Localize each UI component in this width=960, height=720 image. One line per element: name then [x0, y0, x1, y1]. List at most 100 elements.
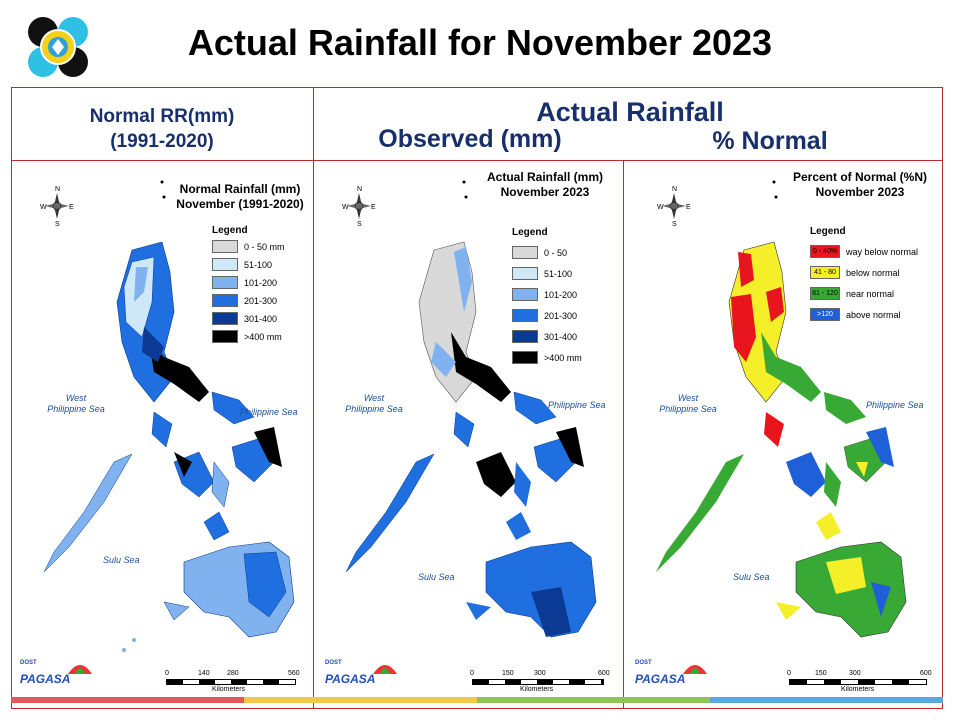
scale-bar-normal: 0 140 280 560 Kilometers: [160, 670, 305, 696]
sea-label-east: Philippine Sea: [548, 400, 606, 410]
legend-swatch: [512, 309, 538, 322]
pagasa-logo: DOST PAGASA: [633, 660, 713, 694]
svg-text:E: E: [686, 204, 691, 211]
strip-segment: [11, 697, 244, 703]
footer-color-strip: [11, 697, 943, 703]
map-title-normal-line1: Normal Rainfall (mm): [179, 182, 301, 196]
legend-label: 301-400: [244, 313, 278, 324]
philippines-map-percent: [656, 180, 907, 638]
legend-swatch: [212, 330, 238, 343]
legend-item: 81 - 120 near normal: [810, 287, 940, 300]
map-panel-percent: [626, 162, 941, 694]
legend-normal: Legend 0 - 50 mm 51-100 101-200 201-300 …: [212, 225, 312, 348]
legend-label: 201-300: [244, 295, 278, 306]
legend-label: 0 - 50 mm: [244, 241, 285, 252]
column-divider-2: [623, 160, 624, 709]
percent-header: % Normal: [712, 127, 828, 155]
legend-item: >400 mm: [512, 351, 612, 364]
scale-label: 300: [849, 670, 861, 677]
pagasa-logo: DOST PAGASA: [323, 660, 403, 694]
legend-swatch: [512, 351, 538, 364]
scale-label: 0: [165, 670, 169, 677]
legend-title: Legend: [810, 226, 846, 237]
umbrella-icon: [373, 665, 397, 674]
scale-label: 600: [920, 670, 932, 677]
legend-label: >400 mm: [244, 331, 282, 342]
svg-text:N: N: [672, 186, 677, 193]
sea-label-sulu: Sulu Sea: [733, 572, 770, 582]
svg-text:S: S: [55, 221, 60, 227]
scale-label: 300: [534, 670, 546, 677]
legend-item: 0 - 40% way below normal: [810, 245, 940, 258]
sea-label-west-line2: Philippine Sea: [659, 404, 717, 414]
sea-label-west-line1: West: [363, 393, 385, 403]
map-title-actual-line2: November 2023: [500, 185, 590, 199]
normal-header: Normal RR(mm) (1991-2020): [14, 104, 310, 154]
legend-swatch: 41 - 80: [810, 266, 840, 279]
svg-text:S: S: [357, 221, 362, 227]
pagasa-seal-logo: [25, 14, 91, 80]
legend-title: Legend: [212, 225, 248, 236]
legend-label: above normal: [846, 309, 901, 320]
scale-bar-actual: 0 150 300 600 Kilometers: [468, 670, 613, 696]
svg-text:N: N: [55, 186, 60, 193]
map-panel-normal: [14, 162, 311, 694]
logo-name-text: PAGASA: [20, 672, 71, 686]
scale-label: 0: [470, 670, 474, 677]
legend-swatch: 0 - 40%: [810, 245, 840, 258]
svg-text:E: E: [69, 204, 74, 211]
sea-label-east: Philippine Sea: [866, 400, 924, 410]
legend-item: 0 - 50: [512, 246, 612, 259]
legend-swatch: [512, 267, 538, 280]
scale-label: 150: [815, 670, 827, 677]
strip-segment: [477, 697, 710, 703]
legend-item: 51-100: [512, 267, 612, 280]
map-title-actual-line1: Actual Rainfall (mm): [486, 170, 603, 184]
sea-label-west-line1: West: [677, 393, 699, 403]
philippines-map-normal: [43, 180, 295, 652]
legend-swatch: [212, 276, 238, 289]
logo-name-text: PAGASA: [325, 672, 376, 686]
scale-unit: Kilometers: [841, 686, 875, 693]
legend-actual: Legend 0 - 50 51-100 101-200 201-300 301…: [512, 227, 612, 369]
legend-label: below normal: [846, 267, 900, 278]
sea-label-west: West Philippine Sea: [338, 393, 410, 415]
logo-dost-text: DOST: [20, 660, 37, 666]
map-title-normal: Normal Rainfall (mm) November (1991-2020…: [172, 182, 308, 212]
legend-label: 51-100: [244, 259, 273, 270]
legend-title: Legend: [512, 227, 548, 238]
scale-bar: [166, 679, 296, 685]
sea-label-west: West Philippine Sea: [652, 393, 724, 415]
sea-label-west-line2: Philippine Sea: [47, 404, 105, 414]
scale-bar: [789, 679, 927, 685]
legend-swatch: [512, 288, 538, 301]
legend-item: 201-300: [512, 309, 612, 322]
map-title-actual: Actual Rainfall (mm) November 2023: [480, 170, 610, 200]
logo-dost-text: DOST: [635, 660, 652, 666]
header-divider: [11, 160, 943, 161]
legend-swatch: >120: [810, 308, 840, 321]
scale-bar: [472, 679, 604, 685]
legend-item: 301-400: [512, 330, 612, 343]
legend-label: 101-200: [244, 277, 278, 288]
normal-header-line2: (1991-2020): [110, 131, 214, 152]
actual-header: Actual Rainfall: [536, 97, 724, 127]
map-panel-actual: [316, 162, 621, 694]
compass-rose-icon: N S W E: [342, 183, 376, 228]
legend-swatch: [212, 240, 238, 253]
legend-item: >400 mm: [212, 330, 312, 343]
scale-label: 280: [227, 670, 239, 677]
strip-segment: [710, 697, 943, 703]
legend-label: 201-300: [544, 310, 578, 321]
umbrella-icon: [68, 665, 92, 674]
scale-unit: Kilometers: [212, 686, 246, 693]
scale-unit: Kilometers: [520, 686, 554, 693]
legend-item: 41 - 80 below normal: [810, 266, 940, 279]
scale-bar-percent: 0 150 300 600 Kilometers: [785, 670, 935, 696]
sea-label-west-line1: West: [65, 393, 87, 403]
svg-text:W: W: [657, 204, 664, 211]
legend-item: 51-100: [212, 258, 312, 271]
logo-dost-text: DOST: [325, 660, 342, 666]
svg-text:W: W: [342, 204, 349, 211]
legend-label: 301-400: [544, 331, 578, 342]
